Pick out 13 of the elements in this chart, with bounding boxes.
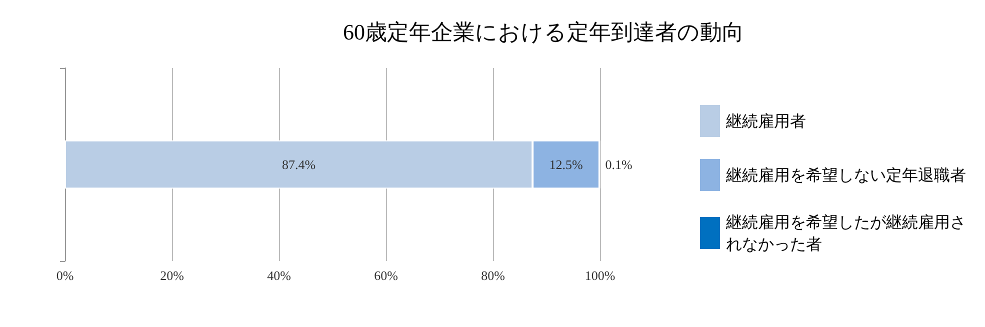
data-label: 0.1% (605, 157, 632, 172)
data-label: 87.4% (282, 157, 316, 172)
x-tick-label: 100% (584, 268, 616, 283)
x-tick-label: 60% (374, 268, 398, 283)
x-tick-label: 20% (160, 268, 184, 283)
x-tick-label: 0% (56, 268, 74, 283)
chart-title: 60歳定年企業における定年到達者の動向 (343, 20, 744, 44)
legend-label: 継続雇用者 (725, 112, 806, 130)
x-tick-label: 80% (481, 268, 506, 283)
data-label: 12.5% (549, 157, 583, 172)
legend-label: 継続雇用を希望しない定年退職者 (725, 166, 966, 184)
x-tick-label: 40% (267, 268, 292, 283)
legend-label: 継続雇用を希望したが継続雇用されなかった者 (725, 212, 966, 254)
